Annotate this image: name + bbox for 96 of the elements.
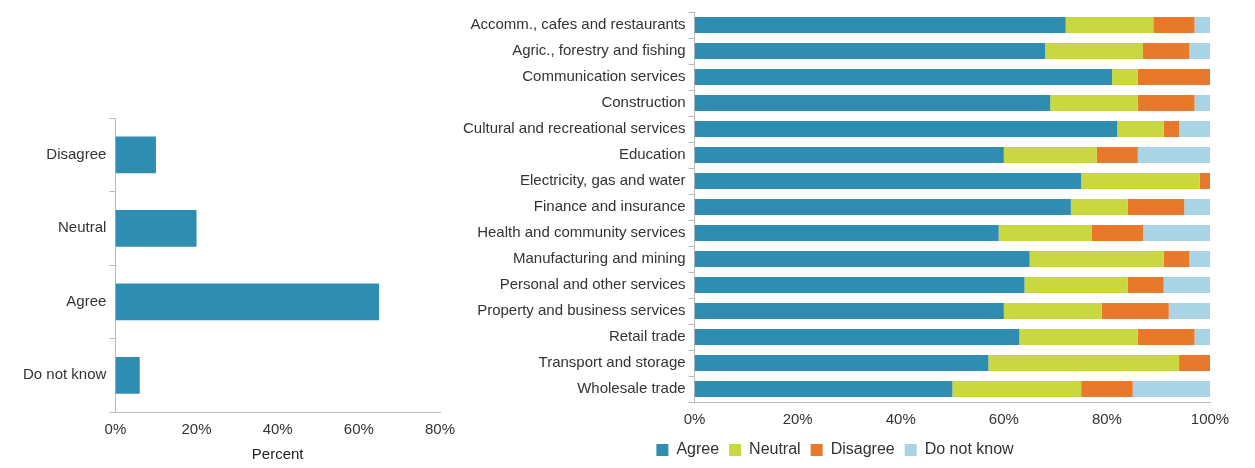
bar — [694, 172, 1082, 190]
y-tick-label: Health and community services — [477, 223, 686, 241]
y-tick-label: Manufacturing and mining — [513, 249, 686, 267]
y-tick-label: Finance and insurance — [533, 197, 686, 215]
bar — [1065, 16, 1154, 34]
bar — [1024, 276, 1128, 294]
bar — [1143, 224, 1210, 242]
bar — [988, 354, 1180, 372]
legend-label: Neutral — [749, 440, 801, 458]
bar — [1019, 328, 1138, 346]
bar — [1127, 198, 1185, 216]
bar — [1081, 172, 1200, 190]
x-tick-label: 20% — [181, 420, 212, 438]
y-tick-label: Cultural and recreational services — [463, 119, 686, 137]
y-tick-label: Agree — [66, 291, 107, 309]
y-tick-label: Retail trade — [608, 327, 686, 345]
y-tick-label: Neutral — [58, 218, 107, 236]
bar — [1194, 16, 1210, 34]
bar — [1194, 328, 1210, 346]
bar — [1112, 68, 1138, 86]
y-tick-label: Personal and other services — [499, 275, 686, 293]
legend-label: Agree — [676, 440, 720, 458]
legend-label: Do not know — [924, 440, 1015, 458]
bar — [1163, 276, 1210, 294]
bar — [694, 120, 1118, 138]
x-tick-label: 80% — [424, 420, 456, 438]
bar — [1045, 42, 1143, 60]
x-tick-label: 0% — [683, 410, 706, 428]
bar — [694, 16, 1066, 34]
bar — [115, 209, 197, 247]
bar — [1153, 16, 1195, 34]
x-axis-title: Percent — [251, 445, 305, 463]
bar — [1137, 328, 1195, 346]
bar — [1096, 146, 1138, 164]
bar — [1050, 94, 1138, 112]
bar — [1143, 42, 1190, 60]
bar — [115, 356, 140, 394]
bar — [694, 354, 989, 372]
y-tick-label: Agric., forestry and fishing — [512, 41, 686, 59]
y-tick-label: Do not know — [22, 365, 107, 383]
bar — [1189, 250, 1210, 268]
y-tick-label: Transport and storage — [538, 353, 686, 371]
bar — [1168, 302, 1210, 320]
bar — [1137, 68, 1210, 86]
bar — [1137, 94, 1195, 112]
bar — [694, 94, 1051, 112]
bar — [694, 380, 953, 398]
bar — [694, 250, 1030, 268]
bar — [1091, 224, 1143, 242]
bar — [1081, 380, 1133, 398]
bar — [1003, 146, 1097, 164]
y-tick-label: Education — [618, 145, 686, 163]
bar — [115, 283, 380, 321]
bar — [1189, 42, 1210, 60]
x-tick-label: 0% — [104, 420, 127, 438]
bar — [1137, 146, 1210, 164]
y-tick-label: Electricity, gas and water — [519, 171, 686, 189]
bar — [1003, 302, 1102, 320]
bar — [694, 146, 1004, 164]
x-tick-label: 60% — [343, 420, 374, 438]
bar — [115, 136, 156, 174]
bar — [1117, 120, 1164, 138]
legend-label: Disagree — [830, 440, 895, 458]
y-tick-label: Communication services — [522, 67, 686, 85]
bar — [1199, 172, 1210, 190]
bar — [694, 42, 1046, 60]
x-tick-label: 40% — [885, 410, 916, 428]
bar — [694, 276, 1025, 294]
y-tick-label: Disagree — [46, 144, 107, 162]
bar — [998, 224, 1092, 242]
bar — [1127, 276, 1164, 294]
bar — [1194, 94, 1210, 112]
x-tick-label: 60% — [988, 410, 1019, 428]
bar — [1070, 198, 1128, 216]
y-tick-label: Property and business services — [477, 301, 686, 319]
x-tick-label: 40% — [262, 420, 293, 438]
bar — [694, 302, 1004, 320]
x-tick-label: 80% — [1091, 410, 1122, 428]
x-tick-label: 100% — [1190, 410, 1230, 428]
x-tick-label: 20% — [782, 410, 813, 428]
bar — [1163, 250, 1190, 268]
bar — [694, 224, 999, 242]
bar — [1179, 120, 1210, 138]
y-tick-label: Accomm., cafes and restaurants — [470, 15, 686, 33]
y-tick-label: Construction — [601, 93, 686, 111]
bar — [1132, 380, 1210, 398]
bar — [694, 68, 1113, 86]
bar — [694, 328, 1020, 346]
bar — [952, 380, 1082, 398]
bar — [1101, 302, 1169, 320]
bar — [1184, 198, 1210, 216]
bar — [1029, 250, 1164, 268]
y-tick-label: Wholesale trade — [577, 379, 686, 397]
bar — [694, 198, 1071, 216]
bar — [1163, 120, 1180, 138]
bar — [1179, 354, 1210, 372]
